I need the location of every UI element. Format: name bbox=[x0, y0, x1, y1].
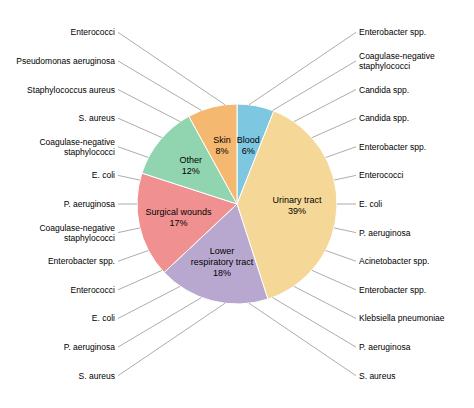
svg-text:Candida spp.: Candida spp. bbox=[359, 113, 409, 123]
svg-text:Pseudomonas aeruginosa: Pseudomonas aeruginosa bbox=[16, 56, 115, 66]
svg-text:E. coli: E. coli bbox=[92, 170, 115, 180]
svg-text:Candida spp.: Candida spp. bbox=[359, 85, 409, 95]
svg-text:Other12%: Other12% bbox=[180, 155, 203, 176]
svg-text:P. aeruginosa: P. aeruginosa bbox=[359, 228, 411, 238]
svg-text:S. aureus: S. aureus bbox=[359, 371, 395, 381]
svg-text:P. aeruginosa: P. aeruginosa bbox=[359, 342, 411, 352]
svg-text:S. aureus: S. aureus bbox=[79, 113, 115, 123]
svg-text:E. coli: E. coli bbox=[359, 199, 382, 209]
svg-text:Enterobacter spp.: Enterobacter spp. bbox=[359, 142, 426, 152]
svg-text:Enterococci: Enterococci bbox=[359, 170, 404, 180]
svg-text:Enterobacter spp.: Enterobacter spp. bbox=[48, 256, 115, 266]
svg-text:Enterobacter spp.: Enterobacter spp. bbox=[359, 285, 426, 295]
svg-text:Coagulase-negativestaphylococc: Coagulase-negativestaphylococci bbox=[359, 51, 435, 71]
svg-text:Staphylococcus aureus: Staphylococcus aureus bbox=[27, 85, 115, 95]
svg-text:Klebsiella pneumoniae: Klebsiella pneumoniae bbox=[359, 313, 445, 323]
svg-text:Coagulase-negativestaphylococc: Coagulase-negativestaphylococci bbox=[39, 137, 115, 157]
svg-text:S. aureus: S. aureus bbox=[79, 371, 115, 381]
svg-text:Lowerrespiratory tract18%: Lowerrespiratory tract18% bbox=[191, 246, 254, 278]
svg-text:Enterococci: Enterococci bbox=[71, 285, 116, 295]
svg-text:E. coli: E. coli bbox=[92, 313, 115, 323]
svg-text:Skin8%: Skin8% bbox=[213, 135, 231, 156]
svg-text:P. aeruginosa: P. aeruginosa bbox=[64, 342, 116, 352]
svg-text:Enterobacter spp.: Enterobacter spp. bbox=[359, 27, 426, 37]
svg-text:Surgical wounds17%: Surgical wounds17% bbox=[145, 207, 212, 228]
svg-text:Coagulase-negativestaphylococc: Coagulase-negativestaphylococci bbox=[39, 223, 115, 243]
svg-text:Blood6%: Blood6% bbox=[237, 135, 260, 156]
svg-text:P. aeruginosa: P. aeruginosa bbox=[64, 199, 116, 209]
svg-text:Acinetobacter spp.: Acinetobacter spp. bbox=[359, 256, 429, 266]
svg-text:Enterococci: Enterococci bbox=[71, 27, 116, 37]
svg-text:Urinary tract39%: Urinary tract39% bbox=[272, 195, 322, 216]
